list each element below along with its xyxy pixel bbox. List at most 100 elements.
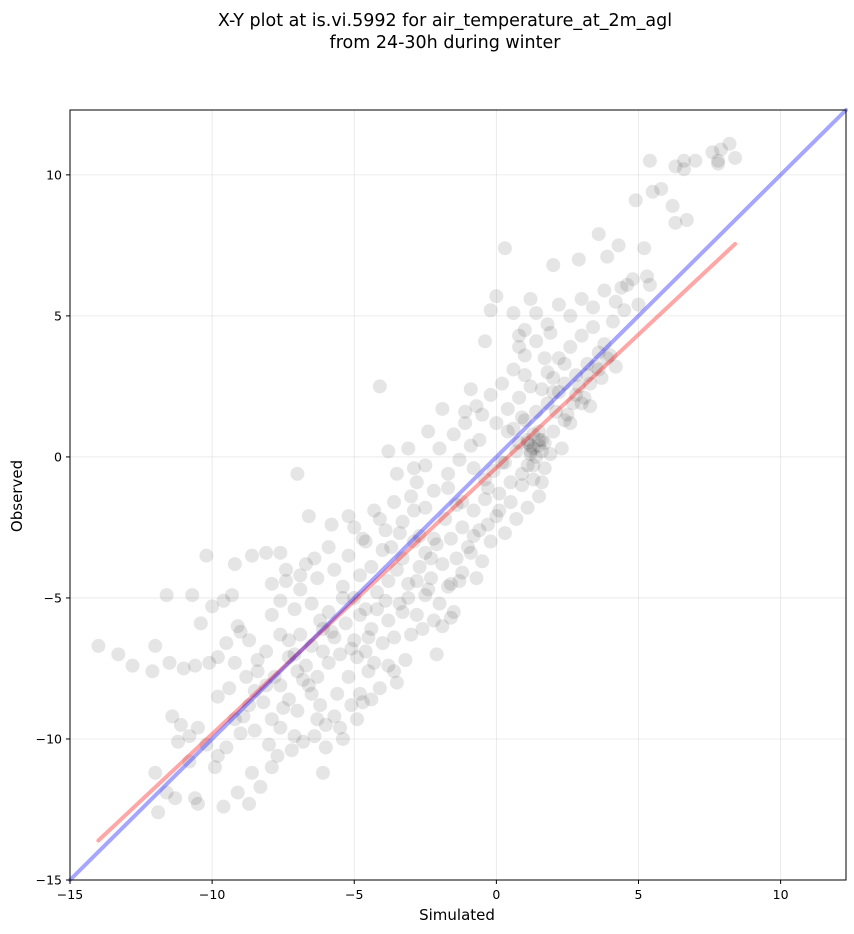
scatter-point <box>463 545 478 560</box>
scatter-point <box>259 644 274 659</box>
scatter-point <box>387 495 402 510</box>
scatter-point <box>401 576 416 591</box>
x-tick-label: −5 <box>345 887 363 902</box>
scatter-point <box>404 489 419 504</box>
scatter-point <box>318 717 333 732</box>
scatter-point <box>492 503 507 518</box>
plot-area-frame <box>69 109 847 881</box>
scatter-point <box>310 571 325 586</box>
scatter-point <box>421 424 436 439</box>
y-tick-label: 0 <box>54 449 62 464</box>
scatter-point <box>679 213 694 227</box>
scatter-point <box>506 421 521 436</box>
scatter-point <box>406 503 421 518</box>
regression-line <box>96 241 738 843</box>
scatter-point <box>264 760 279 775</box>
scatter-point <box>426 531 441 546</box>
scatter-point <box>276 700 291 715</box>
scatter-point <box>341 548 356 563</box>
scatter-point <box>315 621 330 636</box>
scatter-point <box>284 743 299 758</box>
scatter-point <box>517 323 532 337</box>
scatter-point <box>642 153 657 168</box>
scatter-point <box>395 605 410 620</box>
scatter-point <box>497 241 512 256</box>
scatter-point <box>540 396 555 411</box>
scatter-point <box>472 433 487 447</box>
scatter-point <box>324 624 339 639</box>
scatter-point <box>358 534 373 549</box>
scatter-point <box>401 590 416 605</box>
scatter-point <box>478 472 493 487</box>
scatter-point <box>358 644 373 659</box>
scatter-point <box>512 390 527 405</box>
scatter-point <box>574 328 589 343</box>
scatter-point <box>608 294 623 309</box>
scatter-point <box>486 464 501 479</box>
scatter-point <box>588 359 603 374</box>
scatter-point <box>600 249 615 264</box>
scatter-point <box>426 613 441 628</box>
scatter-point <box>378 593 393 608</box>
scatter-point <box>497 526 512 541</box>
scatter-point <box>327 562 342 577</box>
scatter-point <box>631 297 646 312</box>
scatter-point <box>711 156 726 171</box>
scatter-point <box>480 480 495 495</box>
scatter-point <box>244 765 259 780</box>
scatter-point <box>392 596 407 611</box>
grid <box>69 110 846 881</box>
scatter-point <box>381 574 396 589</box>
scatter-point <box>193 616 208 631</box>
scatter-point <box>483 534 498 549</box>
scatter-point <box>298 557 313 572</box>
scatter-point <box>577 390 592 405</box>
scatter-point <box>310 669 325 684</box>
scatter-point <box>389 562 404 577</box>
scatter-point <box>372 379 387 394</box>
scatter-point <box>335 590 350 605</box>
scatter-point <box>301 678 316 693</box>
scatter-point <box>273 593 288 608</box>
scatter-point <box>489 509 504 524</box>
scatter-point <box>321 540 336 555</box>
scatter-point <box>230 785 245 800</box>
scatter-point <box>222 681 237 696</box>
scatter-point <box>520 433 535 447</box>
scatter-point <box>290 664 305 679</box>
scatter-point <box>347 590 362 605</box>
scatter-point <box>273 720 288 735</box>
scatter-point <box>563 416 578 431</box>
scatter-point <box>227 712 242 727</box>
scatter-point <box>458 404 473 419</box>
scatter-point <box>529 334 544 349</box>
scatter-point <box>401 441 416 456</box>
scatter-point <box>327 630 342 645</box>
scatter-point <box>500 424 515 439</box>
chart-title-line2: from 24-30h during winter <box>330 33 562 53</box>
scatter-point <box>290 466 305 481</box>
scatter-point <box>409 475 424 490</box>
scatter-point <box>554 441 569 456</box>
scatter-point <box>560 407 575 422</box>
scatter-point <box>475 554 490 569</box>
scatter-point <box>523 447 538 462</box>
scatter-point <box>148 638 163 653</box>
scatter-point <box>418 500 433 515</box>
scatter-point <box>514 410 529 425</box>
scatter-point <box>412 559 427 574</box>
scatter-point <box>483 303 498 318</box>
scatter-point <box>315 765 330 780</box>
scatter-point <box>242 698 257 713</box>
scatter-point <box>355 695 370 710</box>
scatter-point <box>375 636 390 651</box>
scatter-point <box>512 339 527 354</box>
scatter-point <box>171 734 186 749</box>
scatter-point <box>293 568 308 583</box>
scatter-point <box>372 511 387 526</box>
scatter-point <box>523 291 538 306</box>
scatter-point <box>583 376 598 391</box>
scatter-point <box>406 461 421 476</box>
scatter-point <box>230 619 245 634</box>
scatter-point <box>668 159 683 174</box>
